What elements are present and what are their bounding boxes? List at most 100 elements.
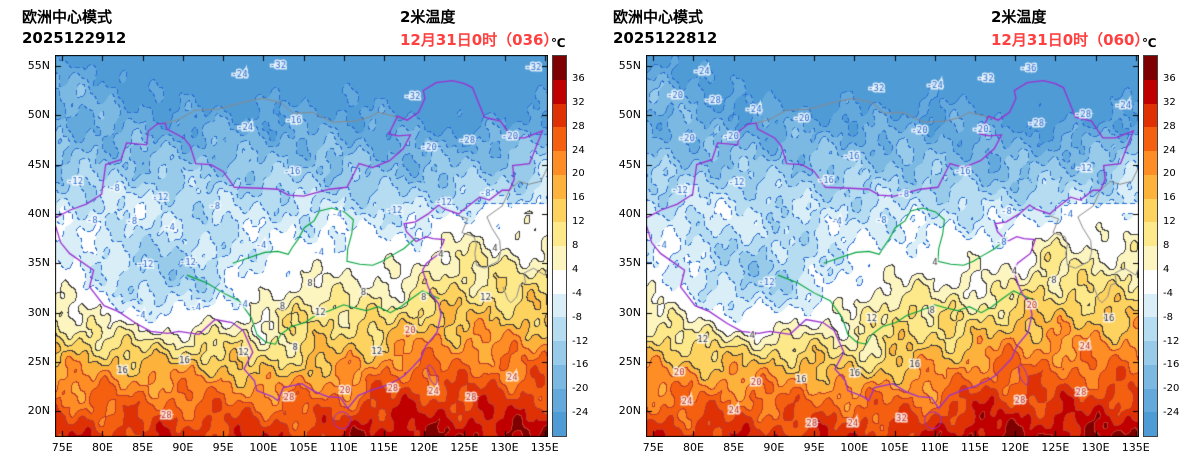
colorbar-tick-label: 8 — [572, 240, 579, 251]
colorbar-tick-label: 36 — [572, 72, 585, 84]
colorbar-tick-label: 32 — [1163, 96, 1176, 108]
colorbar-tick-label: -16 — [572, 359, 589, 371]
colorbar-tick-label: -12 — [572, 335, 589, 347]
colorbar-tick-label: 4 — [572, 263, 579, 275]
lon-tick-label: 85E — [723, 441, 745, 454]
lon-tick-label: 115E — [960, 441, 989, 454]
colorbar-segment — [1144, 412, 1157, 436]
colorbar-tick-label: 36 — [1163, 72, 1176, 84]
lon-tick-label: 105E — [880, 441, 909, 454]
colorbar-segment — [553, 246, 566, 270]
colorbar-tick-label: 20 — [572, 168, 585, 180]
lon-tick-label: 125E — [450, 441, 479, 454]
valid-time-label: 12月31日0时（036） — [400, 31, 559, 49]
colorbar-segment — [553, 317, 566, 341]
model-run-time: 2025122912 — [22, 29, 127, 47]
lon-tick-label: 75E — [51, 441, 73, 454]
colorbar-segment — [553, 222, 566, 246]
colorbar-segment — [1144, 293, 1157, 318]
colorbar-segment — [553, 79, 566, 104]
colorbar-segment — [1144, 174, 1157, 199]
colorbar-segment — [553, 198, 566, 223]
colorbar-tick-label: -4 — [572, 287, 582, 299]
colorbar-tick-label: 32 — [572, 96, 585, 108]
colorbar-tick-label: 4 — [1163, 263, 1170, 275]
model-run-time: 2025122812 — [613, 29, 718, 47]
colorbar-segment — [1144, 198, 1157, 223]
colorbar-tick-label: 24 — [572, 144, 585, 156]
lon-tick-label: 135E — [530, 441, 559, 454]
colorbar-segment — [1144, 364, 1157, 389]
lon-tick-label: 95E — [803, 441, 825, 454]
lat-tick-label: 20N — [618, 404, 641, 418]
lon-tick-label: 90E — [172, 441, 194, 454]
colorbar-tick-label: 28 — [1163, 120, 1176, 132]
colorbar-tick-label: 12 — [572, 216, 585, 228]
forecast-panel-right: 欧洲中心模式 2025122812 2米温度 12月31日0时（060） 55N… — [591, 0, 1182, 465]
map-frame — [55, 55, 548, 437]
colorbar-tick-label: -4 — [1163, 287, 1173, 299]
colorbar-unit: ℃ — [551, 36, 566, 50]
colorbar-segment — [553, 412, 566, 436]
forecast-panel-left: 欧洲中心模式 2025122912 2米温度 12月31日0时（036） 55N… — [22, 8, 588, 454]
lon-tick-label: 95E — [212, 441, 234, 454]
colorbar-segment — [1144, 388, 1157, 413]
model-name-label: 欧洲中心模式 — [22, 8, 113, 26]
colorbar-segment — [553, 174, 566, 199]
lat-tick-label: 30N — [618, 305, 641, 319]
lat-tick-label: 25N — [618, 354, 641, 368]
lat-tick-label: 55N — [27, 58, 50, 72]
colorbar-segment — [1144, 246, 1157, 270]
colorbar-tick-label: -20 — [572, 383, 589, 395]
colorbar-tick-label: 20 — [1163, 168, 1176, 180]
colorbar-segment — [1144, 79, 1157, 104]
colorbar-segment — [1144, 151, 1157, 175]
colorbar-segment — [553, 151, 566, 175]
lon-tick-label: 75E — [642, 441, 664, 454]
colorbar-segment — [1144, 103, 1157, 128]
colorbar-segment — [553, 103, 566, 128]
lon-tick-label: 115E — [369, 441, 398, 454]
colorbar-tick-label: -8 — [1163, 311, 1173, 323]
colorbar-tick-label: 24 — [1163, 144, 1176, 156]
temperature-map-canvas — [55, 55, 548, 437]
lat-tick-label: 50N — [27, 108, 50, 122]
colorbar-segment — [1144, 341, 1157, 365]
colorbar-segment — [1144, 127, 1157, 151]
colorbar-tick-label: 8 — [1163, 240, 1170, 251]
colorbar-tick-label: -24 — [572, 407, 589, 419]
lat-tick-label: 25N — [27, 354, 50, 368]
lon-tick-label: 120E — [1001, 441, 1030, 454]
colorbar-tick-label: -20 — [1163, 383, 1180, 395]
lat-tick-label: 45N — [27, 157, 50, 171]
lat-tick-label: 45N — [618, 157, 641, 171]
product-name-label: 2米温度 — [400, 8, 456, 26]
colorbar-segment — [553, 269, 566, 294]
lat-tick-label: 40N — [27, 206, 50, 220]
temperature-map-canvas — [646, 55, 1139, 437]
colorbar-segment — [553, 127, 566, 151]
lat-tick-label: 35N — [618, 256, 641, 270]
valid-time-label: 12月31日0时（060） — [991, 31, 1150, 49]
colorbar-tick-label: 16 — [1163, 192, 1176, 204]
colorbar — [552, 55, 567, 437]
lon-tick-label: 100E — [249, 441, 278, 454]
colorbar-segment — [553, 364, 566, 389]
colorbar-segment — [553, 56, 566, 80]
lon-tick-label: 80E — [91, 441, 113, 454]
lat-tick-label: 55N — [618, 58, 641, 72]
colorbar-segment — [553, 341, 566, 365]
lon-tick-label: 110E — [329, 441, 358, 454]
colorbar — [1143, 55, 1158, 437]
colorbar-tick-label: -12 — [1163, 335, 1180, 347]
colorbar-segment — [1144, 222, 1157, 246]
product-name-label: 2米温度 — [991, 8, 1047, 26]
lon-tick-label: 80E — [682, 441, 704, 454]
lat-tick-label: 30N — [27, 305, 50, 319]
map-frame — [646, 55, 1139, 437]
lon-tick-label: 135E — [1121, 441, 1150, 454]
lat-tick-label: 50N — [618, 108, 641, 122]
colorbar-segment — [1144, 269, 1157, 294]
colorbar-tick-label: 16 — [572, 192, 585, 204]
